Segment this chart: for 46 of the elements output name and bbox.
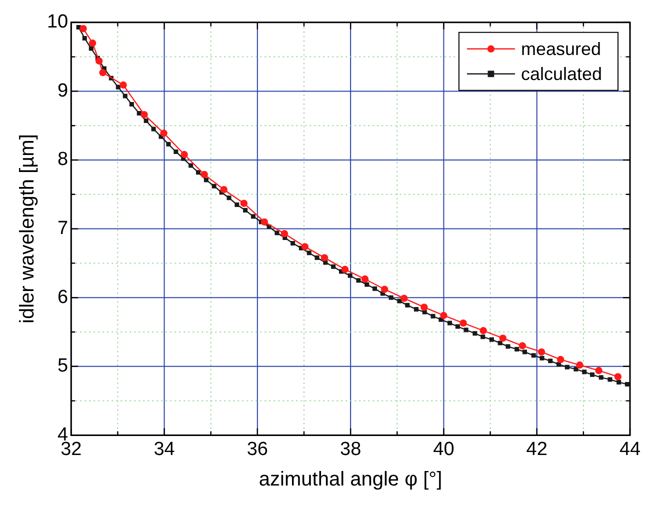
point — [240, 200, 248, 207]
y-tick-label: 6 — [58, 286, 68, 308]
point — [480, 327, 487, 334]
point — [595, 366, 602, 374]
point — [341, 266, 349, 273]
point — [538, 348, 546, 356]
point — [180, 150, 188, 158]
point — [160, 130, 168, 137]
point — [614, 373, 622, 380]
y-tick-label: 5 — [58, 356, 68, 377]
x-tick-label: 42 — [526, 438, 548, 460]
point — [576, 361, 584, 369]
point — [200, 170, 208, 178]
point — [88, 39, 96, 47]
y-tick-label: 7 — [58, 218, 68, 240]
point — [557, 356, 564, 364]
x-tick-label: 34 — [154, 438, 176, 460]
x-axis-title: azimuthal angle φ [°] — [258, 468, 442, 491]
point — [95, 57, 103, 65]
y-axis-title: idler wavelength [µm] — [16, 134, 39, 324]
point — [361, 275, 369, 283]
legend-label: calculated — [520, 64, 602, 84]
point — [420, 304, 428, 311]
point — [80, 24, 87, 32]
point — [518, 342, 526, 350]
point — [320, 254, 328, 262]
point — [120, 81, 127, 89]
point — [140, 110, 148, 118]
point — [499, 334, 506, 342]
x-tick-label: 36 — [246, 438, 268, 460]
point — [301, 243, 309, 250]
y-tick-label: 10 — [46, 12, 68, 33]
point — [220, 186, 228, 194]
point — [400, 294, 408, 302]
point — [460, 319, 467, 327]
x-tick-label: 44 — [619, 438, 641, 460]
x-tick-label: 38 — [340, 438, 362, 460]
legend-label: measured — [520, 38, 601, 59]
point — [260, 218, 268, 226]
point — [99, 69, 106, 76]
x-tick-label: 40 — [433, 438, 454, 460]
point — [440, 312, 448, 320]
y-tick-label: 9 — [58, 80, 68, 102]
point — [280, 230, 288, 238]
y-tick-label: 8 — [58, 149, 68, 170]
point — [380, 286, 388, 293]
